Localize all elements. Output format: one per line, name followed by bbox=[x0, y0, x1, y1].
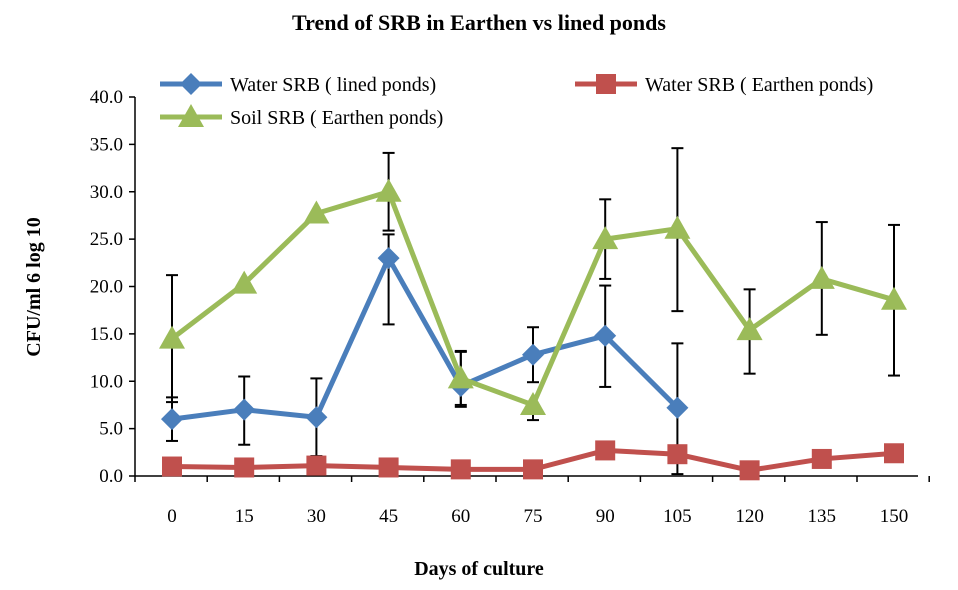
data-point bbox=[739, 460, 760, 481]
data-point bbox=[161, 408, 183, 431]
y-tick-label: 15.0 bbox=[90, 324, 123, 345]
x-tick-label: 135 bbox=[808, 506, 837, 527]
legend-marker bbox=[178, 104, 204, 127]
data-point bbox=[162, 456, 182, 477]
data-point bbox=[377, 247, 400, 270]
data-point bbox=[305, 406, 328, 429]
x-tick-label: 105 bbox=[663, 506, 692, 527]
x-tick-label: 30 bbox=[307, 506, 326, 527]
data-point bbox=[808, 265, 835, 289]
x-tick-label: 75 bbox=[524, 506, 543, 527]
y-tick-label: 0.0 bbox=[99, 466, 123, 487]
data-point bbox=[375, 178, 402, 202]
series-0 bbox=[161, 247, 689, 431]
data-point bbox=[594, 324, 617, 347]
legend: Water SRB ( lined ponds) Water SRB ( Eart… bbox=[160, 73, 873, 129]
legend-label: Water SRB ( Earthen ponds) bbox=[645, 74, 873, 96]
y-tick-label: 25.0 bbox=[90, 229, 123, 250]
y-tick-label: 30.0 bbox=[90, 182, 123, 203]
series-line bbox=[171, 255, 680, 422]
data-point bbox=[595, 440, 616, 461]
data-point bbox=[667, 444, 688, 465]
data-point bbox=[666, 396, 689, 419]
data-point bbox=[523, 459, 543, 480]
data-point bbox=[306, 455, 327, 476]
y-tick-label: 5.0 bbox=[99, 419, 123, 440]
x-axis-label: Days of culture bbox=[414, 558, 544, 580]
x-tick-label: 0 bbox=[167, 506, 177, 527]
x-tick-label: 120 bbox=[735, 506, 764, 527]
data-point bbox=[378, 457, 399, 478]
legend-marker bbox=[180, 73, 202, 95]
data-point bbox=[303, 200, 330, 224]
axes: 0.0 5.0 10.0 15.0 20.0 25.0 30.0 35.0 40.0 0 15 30 4… bbox=[90, 87, 930, 527]
data-point bbox=[736, 317, 763, 341]
x-tick-label: 150 bbox=[880, 506, 909, 527]
data-point bbox=[884, 443, 904, 464]
data-point bbox=[881, 286, 907, 310]
y-tick-label: 40.0 bbox=[90, 87, 123, 108]
x-tick-label: 45 bbox=[379, 506, 398, 527]
data-point bbox=[811, 448, 832, 469]
data-point bbox=[664, 215, 691, 239]
data-point bbox=[233, 398, 256, 421]
legend-marker bbox=[596, 74, 616, 94]
y-tick-label: 10.0 bbox=[90, 371, 123, 392]
y-axis-label: CFU/ml 6 log 10 bbox=[23, 217, 45, 356]
data-point bbox=[592, 226, 619, 250]
series-2 bbox=[159, 178, 907, 415]
y-tick-label: 35.0 bbox=[90, 134, 123, 155]
data-point bbox=[520, 391, 546, 415]
error-bars bbox=[166, 147, 900, 476]
data-point bbox=[231, 270, 258, 294]
x-tick-label: 15 bbox=[235, 506, 254, 527]
data-point bbox=[450, 459, 471, 480]
x-tick-label: 60 bbox=[451, 506, 470, 527]
x-tick-label: 90 bbox=[596, 506, 615, 527]
y-tick-label: 20.0 bbox=[90, 277, 123, 298]
data-point bbox=[159, 325, 185, 349]
data-point bbox=[447, 365, 474, 389]
data-point bbox=[522, 343, 544, 366]
chart-title: Trend of SRB in Earthen vs lined ponds bbox=[292, 10, 666, 35]
series-layer bbox=[159, 178, 907, 481]
data-point bbox=[234, 457, 255, 478]
legend-label: Water SRB ( lined ponds) bbox=[230, 74, 436, 96]
legend-label: Soil SRB ( Earthen ponds) bbox=[230, 107, 443, 129]
series-1 bbox=[162, 440, 904, 481]
